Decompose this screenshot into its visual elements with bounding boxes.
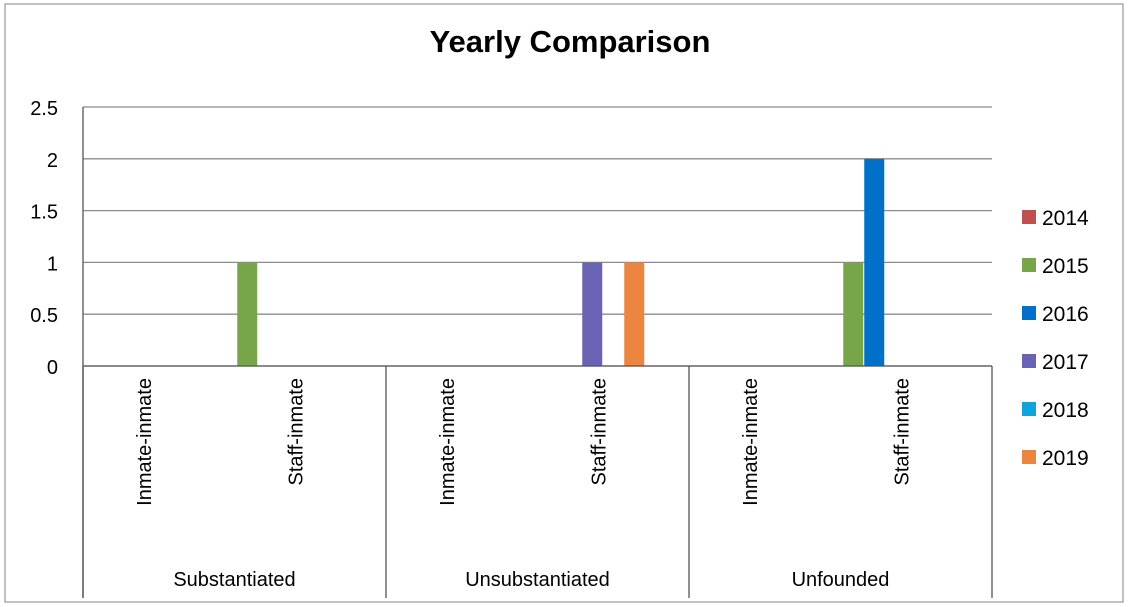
x-group-label: Unfounded bbox=[792, 569, 890, 591]
x-category-label: Staff-inmate bbox=[891, 378, 913, 485]
legend-label: 2016 bbox=[1042, 303, 1089, 326]
y-tick-label: 0.5 bbox=[30, 305, 58, 327]
chart-border bbox=[4, 3, 1124, 603]
bar-2017 bbox=[582, 262, 603, 366]
y-tick-label: 1.5 bbox=[30, 202, 58, 224]
x-group-label: Unsubstantiated bbox=[465, 569, 610, 591]
y-tick-label: 2.5 bbox=[30, 98, 58, 120]
chart-title: Yearly Comparison bbox=[430, 24, 711, 59]
legend-swatch bbox=[1022, 306, 1036, 320]
x-category-labels: Inmate-inmate Staff-inmate Inmate-inmate St… bbox=[134, 378, 914, 506]
legend-label: 2014 bbox=[1042, 207, 1089, 230]
legend-label: 2018 bbox=[1042, 399, 1089, 422]
bars bbox=[237, 158, 885, 366]
bar-2016 bbox=[864, 158, 885, 366]
legend: 2014 2015 2016 2017 2018 2019 bbox=[1022, 207, 1089, 470]
x-group-labels: Substantiated Unsubstantiated Unfounded bbox=[173, 569, 889, 591]
legend-swatch bbox=[1022, 450, 1036, 464]
bar-2019 bbox=[624, 262, 645, 366]
x-group-label: Substantiated bbox=[173, 569, 295, 591]
x-category-label: Staff-inmate bbox=[285, 378, 307, 485]
y-tick-label: 2 bbox=[47, 150, 58, 172]
x-category-label: Inmate-inmate bbox=[740, 378, 762, 506]
legend-swatch bbox=[1022, 402, 1036, 416]
axes bbox=[82, 107, 993, 598]
x-category-label: Inmate-inmate bbox=[437, 378, 459, 506]
legend-label: 2019 bbox=[1042, 447, 1089, 470]
legend-swatch bbox=[1022, 210, 1036, 224]
bar-2015 bbox=[237, 262, 258, 366]
legend-swatch bbox=[1022, 258, 1036, 272]
y-tick-labels: 0 0.5 1 1.5 2 2.5 bbox=[30, 98, 58, 379]
legend-label: 2015 bbox=[1042, 255, 1089, 278]
y-tick-label: 0 bbox=[47, 357, 58, 379]
legend-swatch bbox=[1022, 354, 1036, 368]
y-tick-label: 1 bbox=[47, 253, 58, 275]
x-category-label: Staff-inmate bbox=[588, 378, 610, 485]
bar-2015 bbox=[843, 262, 864, 366]
legend-label: 2017 bbox=[1042, 351, 1089, 374]
x-category-label: Inmate-inmate bbox=[134, 378, 156, 506]
